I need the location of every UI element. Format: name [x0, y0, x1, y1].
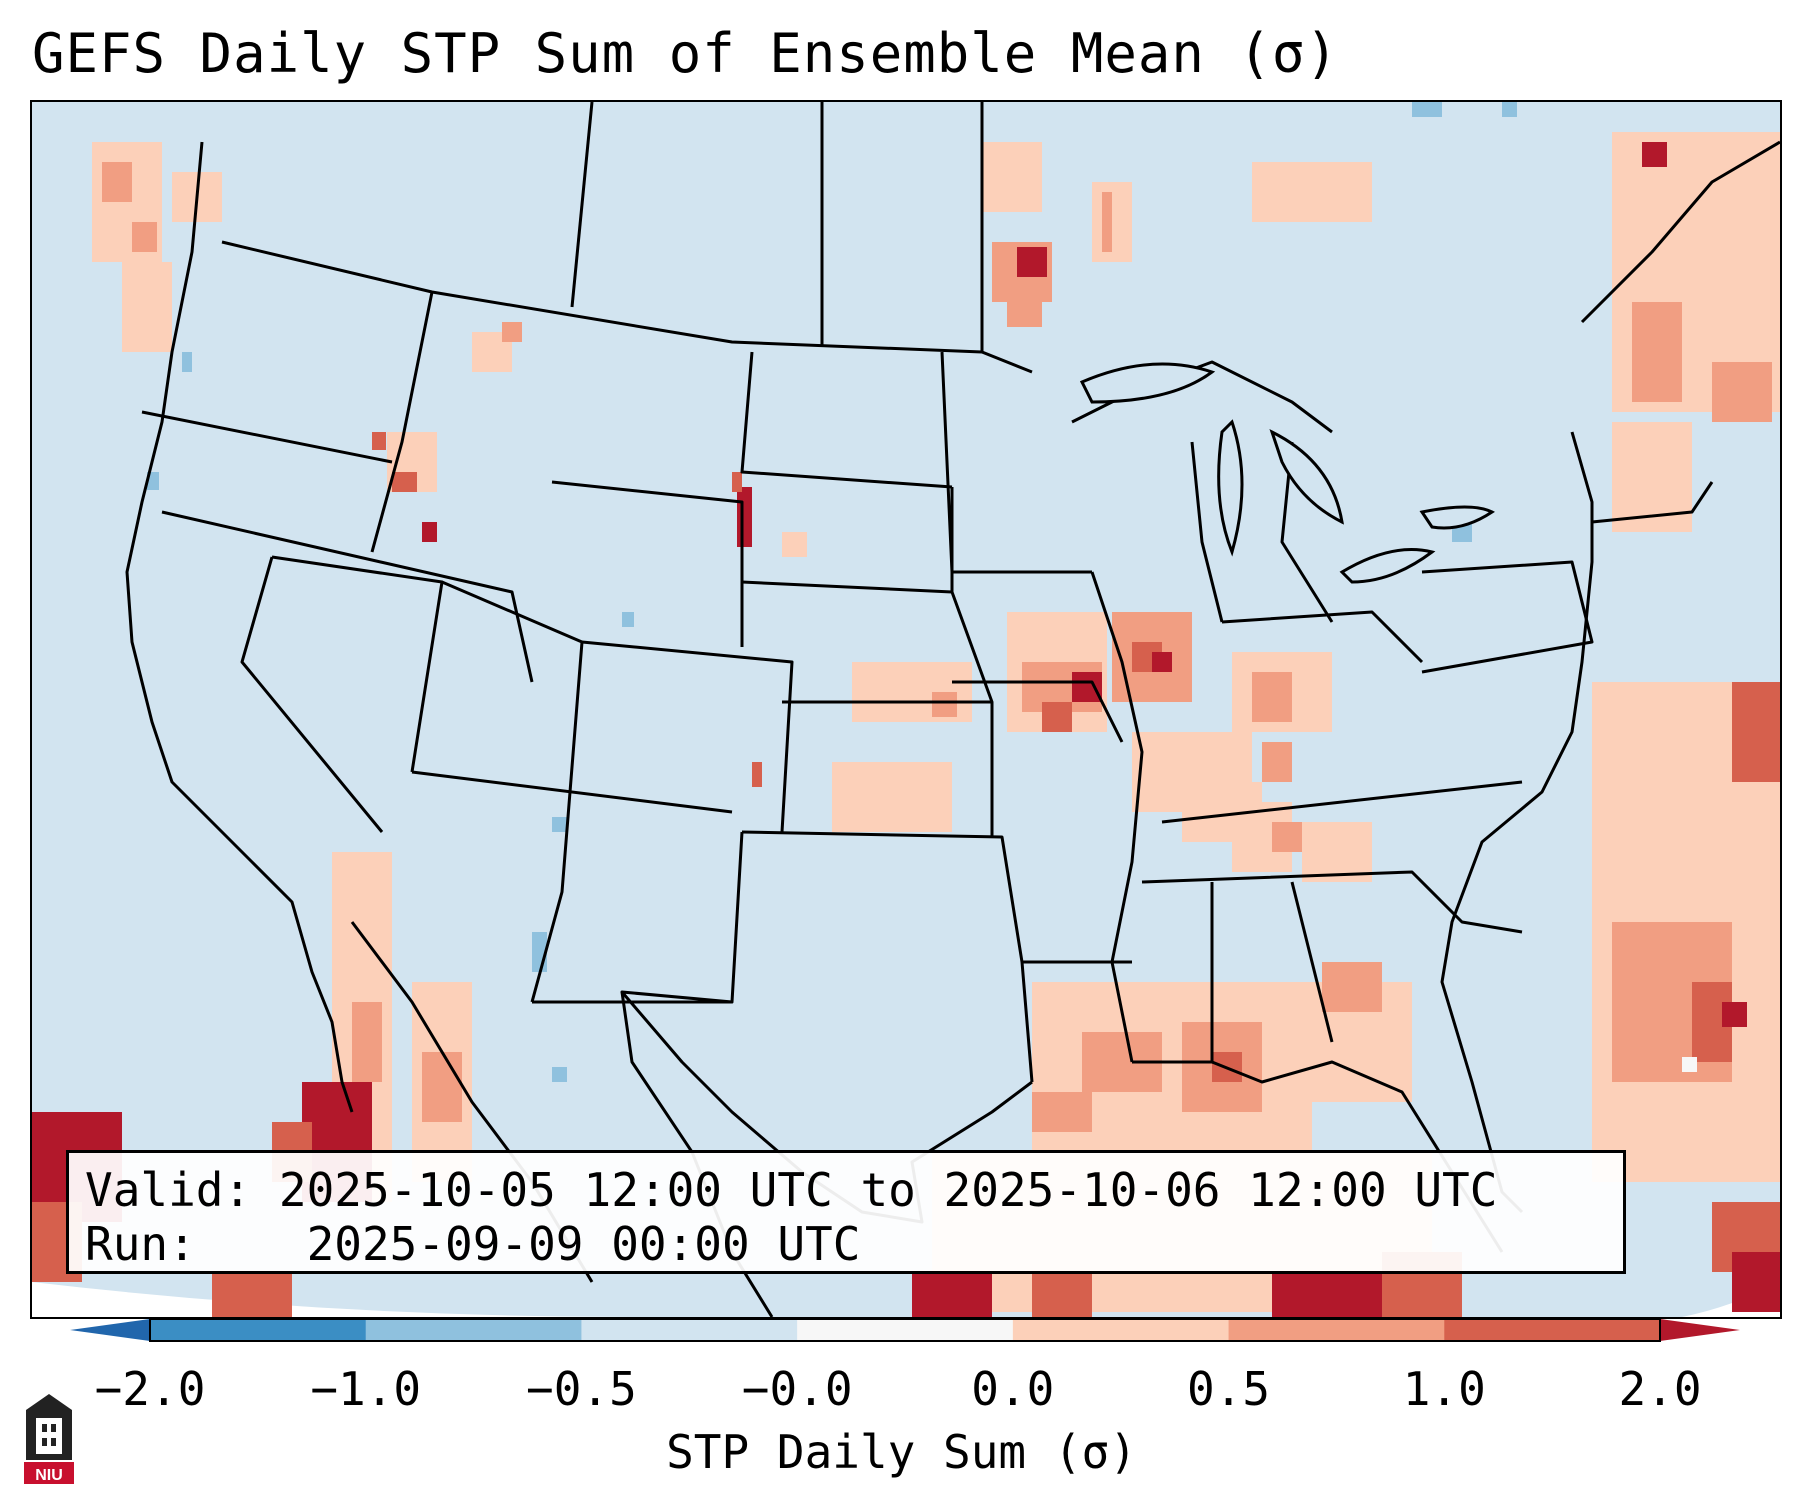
- colorbar-segment: [365, 1319, 582, 1341]
- colorbar-tick-label: 1.0: [1402, 1362, 1486, 1416]
- valid-range: 2025-10-05 12:00 UTC to 2025-10-06 12:00…: [278, 1163, 1498, 1217]
- run-label: Run:: [85, 1217, 196, 1271]
- out-of-domain-area: [32, 1282, 632, 1317]
- colorbar-segment: [581, 1319, 798, 1341]
- map-canvas: [32, 102, 1780, 1317]
- chart-title: GEFS Daily STP Sum of Ensemble Mean (σ): [32, 22, 1339, 85]
- colorbar-tick-label: 0.5: [1187, 1362, 1271, 1416]
- colorbar-over-extension: [1660, 1319, 1740, 1341]
- valid-label: Valid:: [85, 1163, 252, 1217]
- run-info-box: Valid: 2025-10-05 12:00 UTC to 2025-10-0…: [66, 1150, 1626, 1274]
- colorbar-segment: [1012, 1319, 1230, 1341]
- colorbar-tick-label: 0.0: [971, 1362, 1055, 1416]
- colorbar-under-extension: [70, 1319, 150, 1341]
- colorbar-tick-label: −2.0: [94, 1362, 206, 1416]
- colorbar-tick-label: −0.5: [526, 1362, 637, 1416]
- map-panel: [30, 100, 1782, 1319]
- colorbar-tick-label: −0.0: [741, 1362, 853, 1416]
- run-time: 2025-09-09 00:00 UTC: [306, 1217, 861, 1271]
- colorbar-tick-label: −1.0: [310, 1362, 422, 1416]
- colorbar-segment: [797, 1319, 1014, 1341]
- colorbar-segment: [1444, 1319, 1661, 1341]
- colorbar-segment: [150, 1319, 367, 1341]
- colorbar-label: STP Daily Sum (σ): [666, 1425, 1137, 1479]
- colorbar-segment: [1228, 1319, 1445, 1341]
- colorbar-outline: [149, 1318, 1661, 1342]
- colorbar-tick-label: 2.0: [1618, 1362, 1702, 1416]
- stp-anomaly-field: [32, 102, 1780, 1317]
- colorbar: [70, 1318, 1740, 1342]
- niu-logo: NIU: [24, 1394, 74, 1484]
- logo-text: NIU: [35, 1467, 63, 1484]
- great-lakes: [1079, 362, 1495, 584]
